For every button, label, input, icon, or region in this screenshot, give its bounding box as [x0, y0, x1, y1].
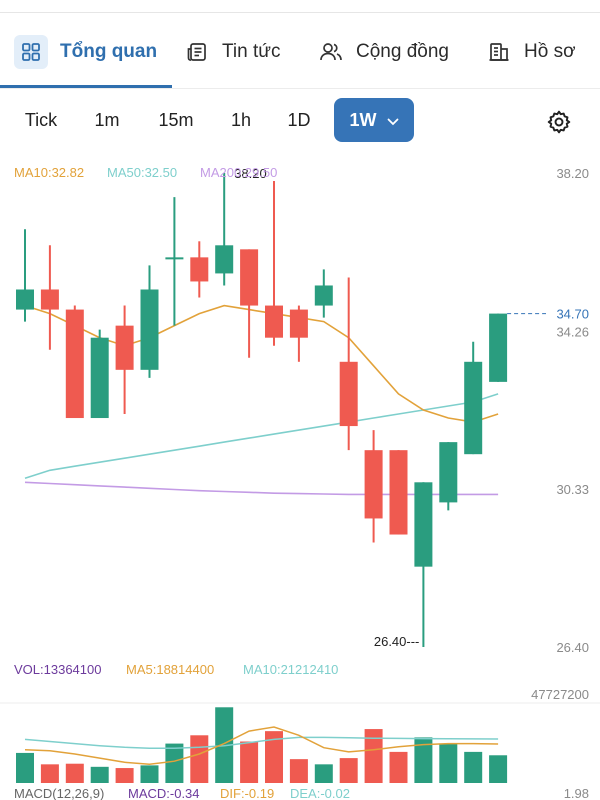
- grid-icon: [14, 35, 48, 69]
- candle-body: [65, 309, 84, 419]
- volume-axis-label: 47727200: [531, 687, 589, 702]
- volume-legend: VOL:13364100: [14, 662, 101, 677]
- ma50-legend: MA50:32.50: [107, 165, 177, 180]
- timeframe-1d-label: 1D: [287, 109, 311, 130]
- volume-bar: [314, 764, 333, 783]
- tab-community[interactable]: Cộng đồng: [318, 22, 449, 82]
- timeframe-1w-label: 1W: [349, 109, 377, 130]
- timeframe-tick-label: Tick: [24, 109, 58, 130]
- candle-body: [240, 249, 259, 306]
- building-icon: [486, 39, 512, 65]
- candle-body: [414, 482, 433, 567]
- candle-body: [90, 337, 109, 419]
- tab-news[interactable]: Tin tức: [184, 22, 280, 82]
- macd-dif-legend: DIF:-0.19: [220, 786, 274, 800]
- timeframe-1m-label: 1m: [94, 109, 120, 130]
- timeframe-1w[interactable]: 1W: [334, 98, 414, 142]
- top-divider: [0, 12, 600, 13]
- candle-body: [439, 442, 458, 503]
- volume-ma10-legend: MA10:21212410: [243, 662, 338, 677]
- candle-body: [489, 313, 508, 382]
- candle-body: [16, 289, 34, 310]
- timeframe-15m[interactable]: 15m: [146, 98, 206, 142]
- price-axis-label: 26.40: [556, 640, 589, 655]
- macd-legend-value: MACD:-0.34: [128, 786, 200, 800]
- volume-bar: [265, 731, 283, 783]
- timeframe-1h-label: 1h: [230, 109, 252, 130]
- price-axis-label: 34.26: [556, 324, 589, 339]
- ma50-line: [24, 393, 499, 480]
- main-tabs: Tổng quan Tin tức Cộng đồng Hồ sơ: [0, 22, 600, 82]
- ma10-legend: MA10:32.82: [14, 165, 84, 180]
- candle-body: [389, 450, 408, 535]
- tab-news-label: Tin tức: [222, 41, 281, 62]
- volume-bar: [339, 758, 358, 783]
- community-icon: [318, 39, 344, 65]
- volume-bar: [16, 752, 34, 783]
- candle-body: [40, 289, 59, 310]
- candle-body: [464, 361, 483, 455]
- tab-overview[interactable]: Tổng quan: [14, 22, 157, 82]
- candle-body: [215, 245, 234, 274]
- volume-bar: [414, 737, 433, 783]
- tab-overview-label: Tổng quan: [60, 41, 158, 62]
- volume-bar: [90, 766, 109, 783]
- candle-body: [265, 305, 283, 338]
- volume-bar: [289, 759, 308, 783]
- volume-bar: [439, 743, 458, 783]
- volume-bar: [65, 763, 84, 783]
- volume-ma5-line: [24, 726, 499, 766]
- price-axis-label: 30.33: [556, 482, 589, 497]
- ma200-legend: MA200:29.50: [200, 165, 277, 180]
- price-chart[interactable]: 38.20 34.26 30.33 26.40 38.20 26.40--- 34.70 47…: [0, 155, 600, 800]
- volume-bar: [364, 729, 383, 783]
- macd-dea-legend: DEA:-0.02: [290, 786, 350, 800]
- candle-body: [289, 309, 308, 338]
- candle-body: [339, 361, 358, 427]
- gear-icon[interactable]: [546, 109, 572, 135]
- candle-body: [115, 325, 134, 370]
- active-tab-indicator: [0, 85, 172, 88]
- tab-profile[interactable]: Hồ sơ: [486, 22, 576, 82]
- timeframe-15m-label: 15m: [158, 109, 194, 130]
- timeframe-bar: Tick 1m 15m 1h 1D 1W: [0, 98, 600, 144]
- macd-axis-label: 1.98: [564, 786, 589, 800]
- candle-body: [190, 257, 209, 282]
- candle-body: [165, 257, 184, 260]
- volume-ma5-legend: MA5:18814400: [126, 662, 214, 677]
- tabs-divider: [0, 88, 600, 89]
- volume-ma10-line: [24, 736, 499, 749]
- last-price-label: 34.70: [556, 307, 589, 322]
- volume-bar: [115, 768, 134, 783]
- macd-legend-title: MACD(12,26,9): [14, 786, 104, 800]
- price-axis-label: 38.20: [556, 166, 589, 181]
- tab-community-label: Cộng đồng: [356, 41, 449, 62]
- timeframe-1m[interactable]: 1m: [82, 98, 132, 142]
- timeframe-tick[interactable]: Tick: [12, 98, 70, 142]
- volume-bar: [165, 743, 184, 783]
- volume-bar: [190, 735, 209, 783]
- candle-body: [364, 450, 383, 519]
- timeframe-1d[interactable]: 1D: [276, 98, 322, 142]
- tab-profile-label: Hồ sơ: [524, 41, 576, 62]
- chevron-down-icon: [387, 110, 399, 131]
- volume-bar: [389, 751, 408, 783]
- low-price-label: 26.40---: [374, 634, 420, 649]
- volume-bar: [464, 751, 483, 783]
- volume-bar: [140, 765, 159, 783]
- volume-bar: [240, 741, 259, 783]
- volume-bar: [489, 755, 508, 783]
- volume-bar: [40, 764, 59, 783]
- timeframe-1h[interactable]: 1h: [218, 98, 264, 142]
- newspaper-icon: [184, 39, 210, 65]
- candle-body: [140, 289, 159, 370]
- candle-body: [314, 285, 333, 306]
- high-price-label: 38.20: [234, 166, 267, 181]
